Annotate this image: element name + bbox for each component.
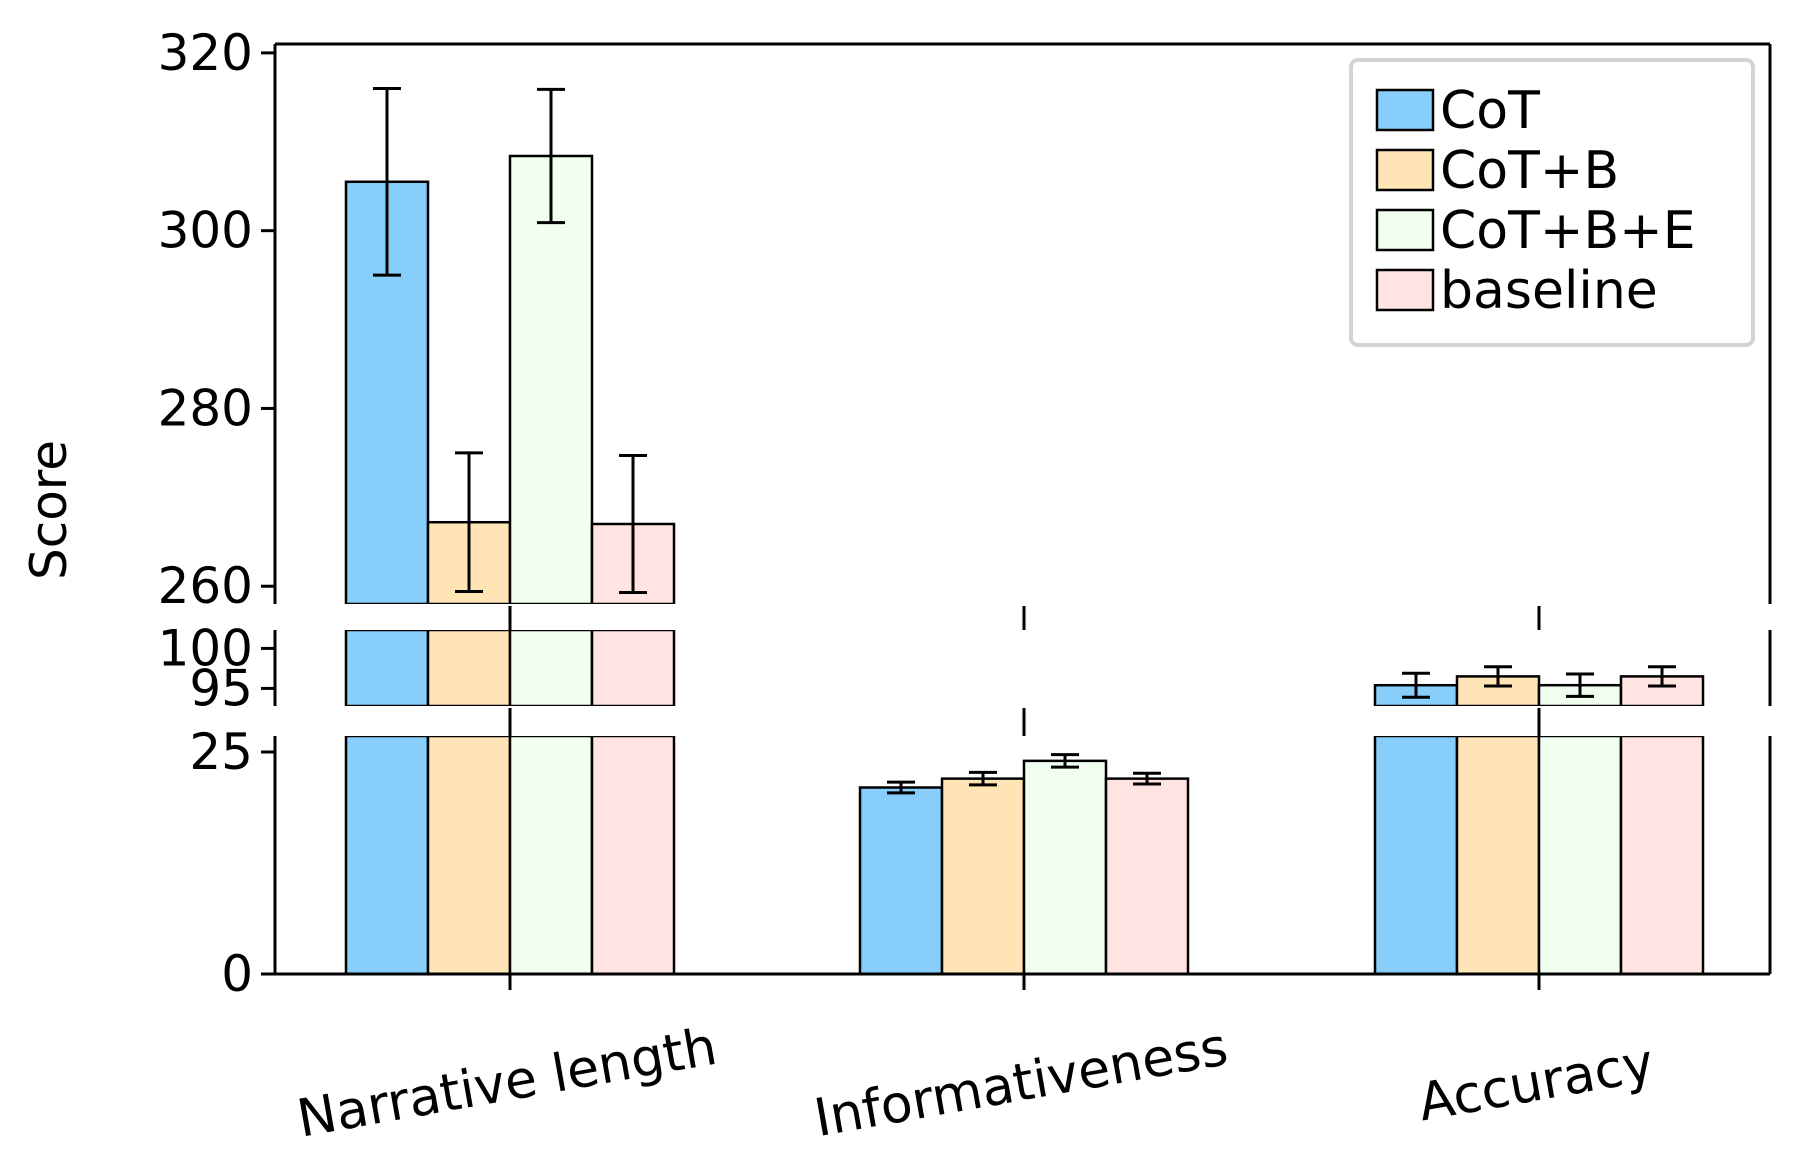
bar-CoT+B-Accuracy-panel-2 bbox=[1455, 734, 1541, 976]
bar-CoT+B+E-Narrative length-panel-0 bbox=[508, 154, 594, 606]
legend-frame bbox=[1349, 58, 1755, 347]
legend-label-CoT+B: CoT+B bbox=[1440, 141, 1619, 201]
bar-CoT-Narrative length-panel-2 bbox=[344, 734, 430, 976]
error-bar-baseline-Informativeness bbox=[1133, 771, 1161, 786]
bar-CoT+B+E-Accuracy-panel-2 bbox=[1537, 734, 1623, 976]
error-bar-CoT+B+E-Accuracy bbox=[1566, 672, 1594, 698]
bar-CoT+B+E-Narrative length-panel-2 bbox=[508, 734, 594, 976]
error-bar-CoT+B-Informativeness bbox=[969, 770, 997, 787]
y-tick-label-280: 280 bbox=[158, 379, 253, 437]
y-tick-label-300: 300 bbox=[158, 202, 253, 260]
error-bar-CoT+B+E-Narrative length bbox=[537, 87, 565, 225]
error-bar-CoT-Narrative length bbox=[373, 86, 401, 277]
y-tick-label-95: 95 bbox=[189, 659, 253, 717]
x-tick-label-0: Narrative length bbox=[293, 1017, 721, 1150]
legend-swatch-CoT+B bbox=[1375, 148, 1435, 192]
bar-CoT+B+E-Narrative length-panel-1 bbox=[508, 628, 594, 708]
bar-baseline-Narrative length-panel-2 bbox=[590, 734, 676, 976]
bar-baseline-Accuracy-panel-1 bbox=[1619, 675, 1705, 708]
y-tick-label-320: 320 bbox=[158, 24, 253, 82]
y-tick-label-100: 100 bbox=[158, 619, 253, 677]
error-bar-CoT-Informativeness bbox=[887, 780, 915, 795]
error-bar-CoT-Accuracy bbox=[1402, 671, 1430, 699]
bar-CoT-Narrative length-panel-1 bbox=[344, 628, 430, 708]
y-tick-label-260: 260 bbox=[158, 557, 253, 615]
y-axis-label: Score bbox=[20, 440, 78, 580]
bar-baseline-Accuracy-panel-2 bbox=[1619, 734, 1705, 976]
bar-baseline-Informativeness-panel-2 bbox=[1104, 777, 1190, 976]
error-bar-baseline-Accuracy bbox=[1648, 665, 1676, 688]
error-bar-CoT+B-Narrative length bbox=[455, 451, 483, 594]
legend-swatch-CoT+B+E bbox=[1375, 208, 1435, 252]
legend-swatch-baseline bbox=[1375, 268, 1435, 312]
bar-CoT+B-Narrative length-panel-2 bbox=[426, 734, 512, 976]
error-bars-layer bbox=[373, 86, 1676, 795]
bar-CoT+B+E-Informativeness-panel-2 bbox=[1022, 759, 1108, 976]
y-tick-label-25: 25 bbox=[189, 723, 253, 781]
error-bar-CoT+B-Accuracy bbox=[1484, 665, 1512, 688]
bar-CoT-Accuracy-panel-2 bbox=[1373, 734, 1459, 976]
axes-layer bbox=[265, 42, 1780, 976]
legend-swatch-CoT bbox=[1375, 88, 1435, 132]
x-tick-label-1: Informativeness bbox=[810, 1017, 1232, 1149]
bar-CoT-Informativeness-panel-2 bbox=[858, 786, 944, 976]
legend-label-baseline: baseline bbox=[1440, 261, 1658, 321]
error-bar-CoT+B+E-Informativeness bbox=[1051, 753, 1079, 769]
bar-CoT+B-Informativeness-panel-2 bbox=[940, 777, 1026, 976]
y-tick-label-0: 0 bbox=[221, 945, 253, 1003]
legend-label-CoT+B+E: CoT+B+E bbox=[1440, 201, 1696, 261]
x-ticks-layer: Narrative length Informativeness Accuracy bbox=[293, 974, 1658, 1150]
error-bar-baseline-Narrative length bbox=[619, 454, 647, 594]
legend-label-CoT: CoT bbox=[1440, 81, 1540, 141]
bar-baseline-Narrative length-panel-1 bbox=[590, 628, 676, 708]
x-tick-label-2: Accuracy bbox=[1414, 1033, 1658, 1133]
bars-layer bbox=[344, 154, 1705, 976]
bar-CoT+B-Narrative length-panel-1 bbox=[426, 628, 512, 708]
